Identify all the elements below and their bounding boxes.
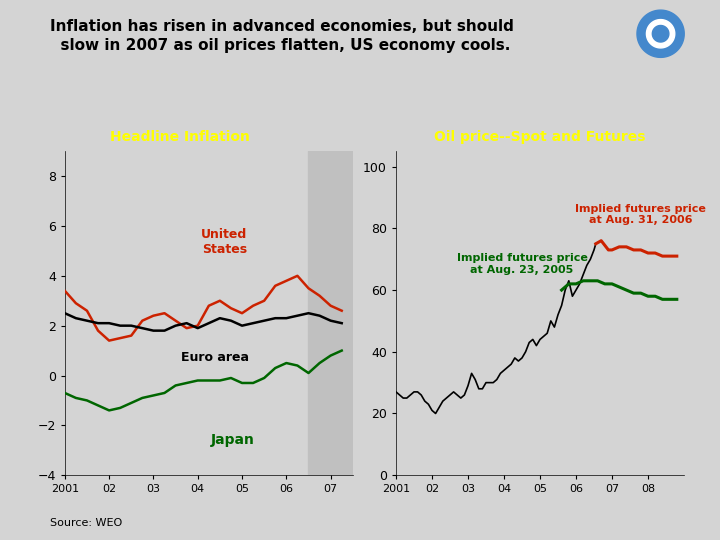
Text: Implied futures price
at Aug. 31, 2006: Implied futures price at Aug. 31, 2006 <box>575 204 706 225</box>
Text: slow in 2007 as oil prices flatten, US economy cools.: slow in 2007 as oil prices flatten, US e… <box>50 38 510 53</box>
Text: Oil price--Spot and Futures: Oil price--Spot and Futures <box>434 131 646 144</box>
Polygon shape <box>637 10 684 57</box>
Bar <box>308 151 353 475</box>
Polygon shape <box>647 19 675 48</box>
Text: Source: WEO: Source: WEO <box>50 518 122 529</box>
Text: Implied futures price
at Aug. 23, 2005: Implied futures price at Aug. 23, 2005 <box>456 253 588 275</box>
Text: Euro area: Euro area <box>181 350 249 363</box>
Text: Headline Inflation: Headline Inflation <box>110 131 250 144</box>
Text: Japan: Japan <box>211 433 255 447</box>
Polygon shape <box>652 25 669 42</box>
Text: United
States: United States <box>201 228 248 256</box>
Text: Inflation has risen in advanced economies, but should: Inflation has risen in advanced economie… <box>50 19 514 34</box>
